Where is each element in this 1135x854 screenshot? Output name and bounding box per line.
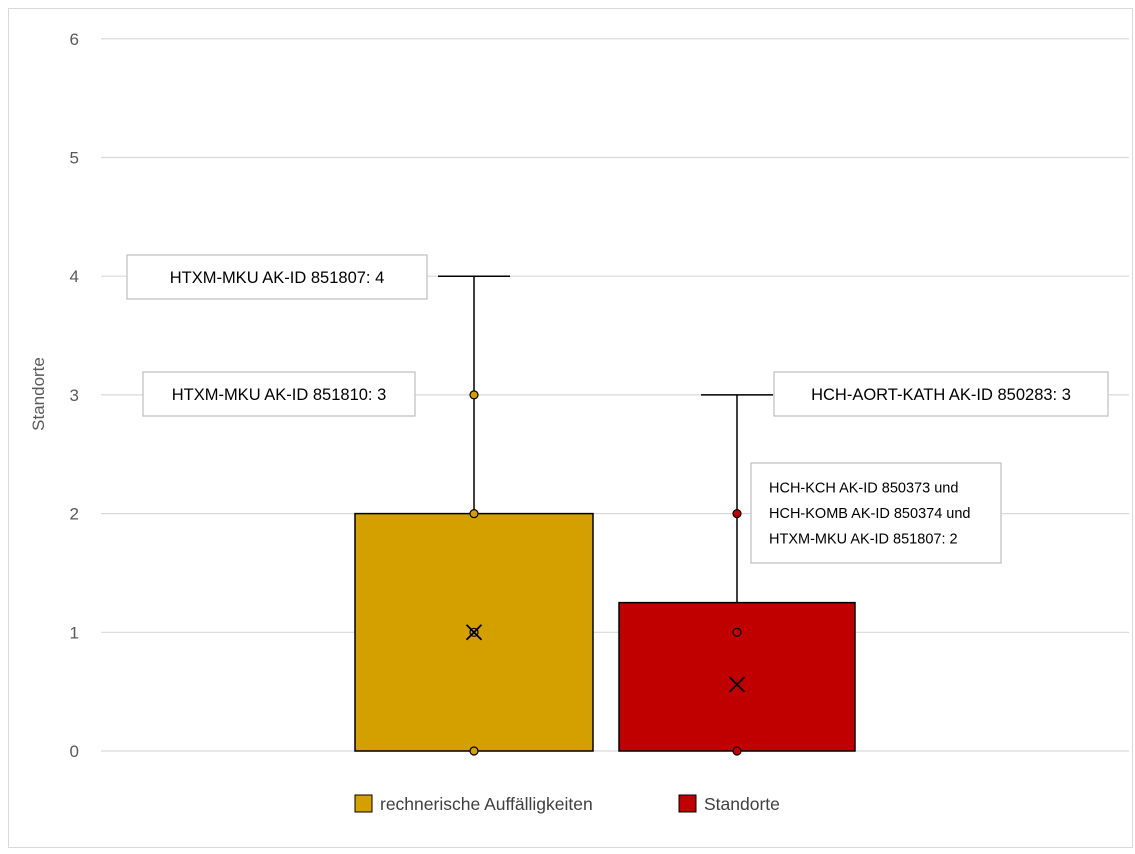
y-tick-label: 4 (70, 267, 79, 286)
callout-box (773, 371, 1109, 417)
data-point (732, 509, 742, 519)
data-point (469, 509, 479, 519)
y-axis-tick-labels: 0 1 2 3 4 5 6 (70, 30, 79, 761)
box-plot-chart: 0 1 2 3 4 5 6 Standorte HTXM-MKU AK-ID 851807:… (29, 30, 1129, 814)
box-rect (618, 601, 856, 752)
callout-text: HTXM-MKU AK-ID 851807: 2 (769, 531, 958, 547)
callout-0: HTXM-MKU AK-ID 851807: 4 (126, 254, 428, 300)
y-tick-label: 6 (70, 30, 79, 49)
y-tick-label: 2 (70, 505, 79, 524)
callout-box (750, 462, 1002, 564)
box-rect (354, 512, 594, 752)
y-axis-label: Standorte (29, 357, 48, 431)
legend-label: rechnerische Auffälligkeiten (380, 794, 593, 814)
legend-item: rechnerische Auffälligkeiten (354, 794, 593, 814)
legend-label: Standorte (704, 794, 780, 814)
callout-2: HCH-AORT-KATH AK-ID 850283: 3 (773, 371, 1109, 417)
legend-swatch (678, 794, 697, 813)
legend-swatch (354, 794, 373, 813)
data-point (732, 627, 742, 637)
data-callouts: HTXM-MKU AK-ID 851807: 4 HTXM-MKU AK-ID 8… (126, 254, 1109, 564)
y-tick-label: 5 (70, 149, 79, 168)
callout-text: HTXM-MKU AK-ID 851807: 4 (170, 269, 385, 287)
y-tick-label: 0 (70, 742, 79, 761)
callout-text: HCH-KOMB AK-ID 850374 und (769, 506, 970, 522)
box-1 (618, 394, 856, 756)
legend: rechnerische Auffälligkeiten Standorte (354, 794, 780, 814)
callout-text: HCH-KCH AK-ID 850373 und (769, 481, 958, 497)
callout-box (126, 254, 428, 300)
callout-box (142, 371, 416, 417)
data-point (469, 746, 479, 756)
mean-marker (465, 624, 483, 641)
mean-marker (728, 676, 746, 693)
legend-item: Standorte (678, 794, 780, 814)
box-series (354, 275, 856, 756)
callout-text: HTXM-MKU AK-ID 851810: 3 (172, 386, 387, 404)
box-0 (354, 275, 594, 756)
data-point (732, 746, 742, 756)
callout-text: HCH-AORT-KATH AK-ID 850283: 3 (811, 386, 1071, 404)
y-tick-label: 1 (70, 623, 79, 642)
y-tick-label: 3 (70, 386, 79, 405)
callout-3: HCH-KCH AK-ID 850373 und HCH-KOMB AK-ID 8… (750, 462, 1002, 564)
mean-x-stroke (728, 676, 746, 693)
chart-frame: 0 1 2 3 4 5 6 Standorte HTXM-MKU AK-ID 851807:… (8, 8, 1133, 848)
mean-x-stroke (465, 624, 483, 641)
callout-1: HTXM-MKU AK-ID 851810: 3 (142, 371, 416, 417)
data-point (469, 390, 479, 400)
